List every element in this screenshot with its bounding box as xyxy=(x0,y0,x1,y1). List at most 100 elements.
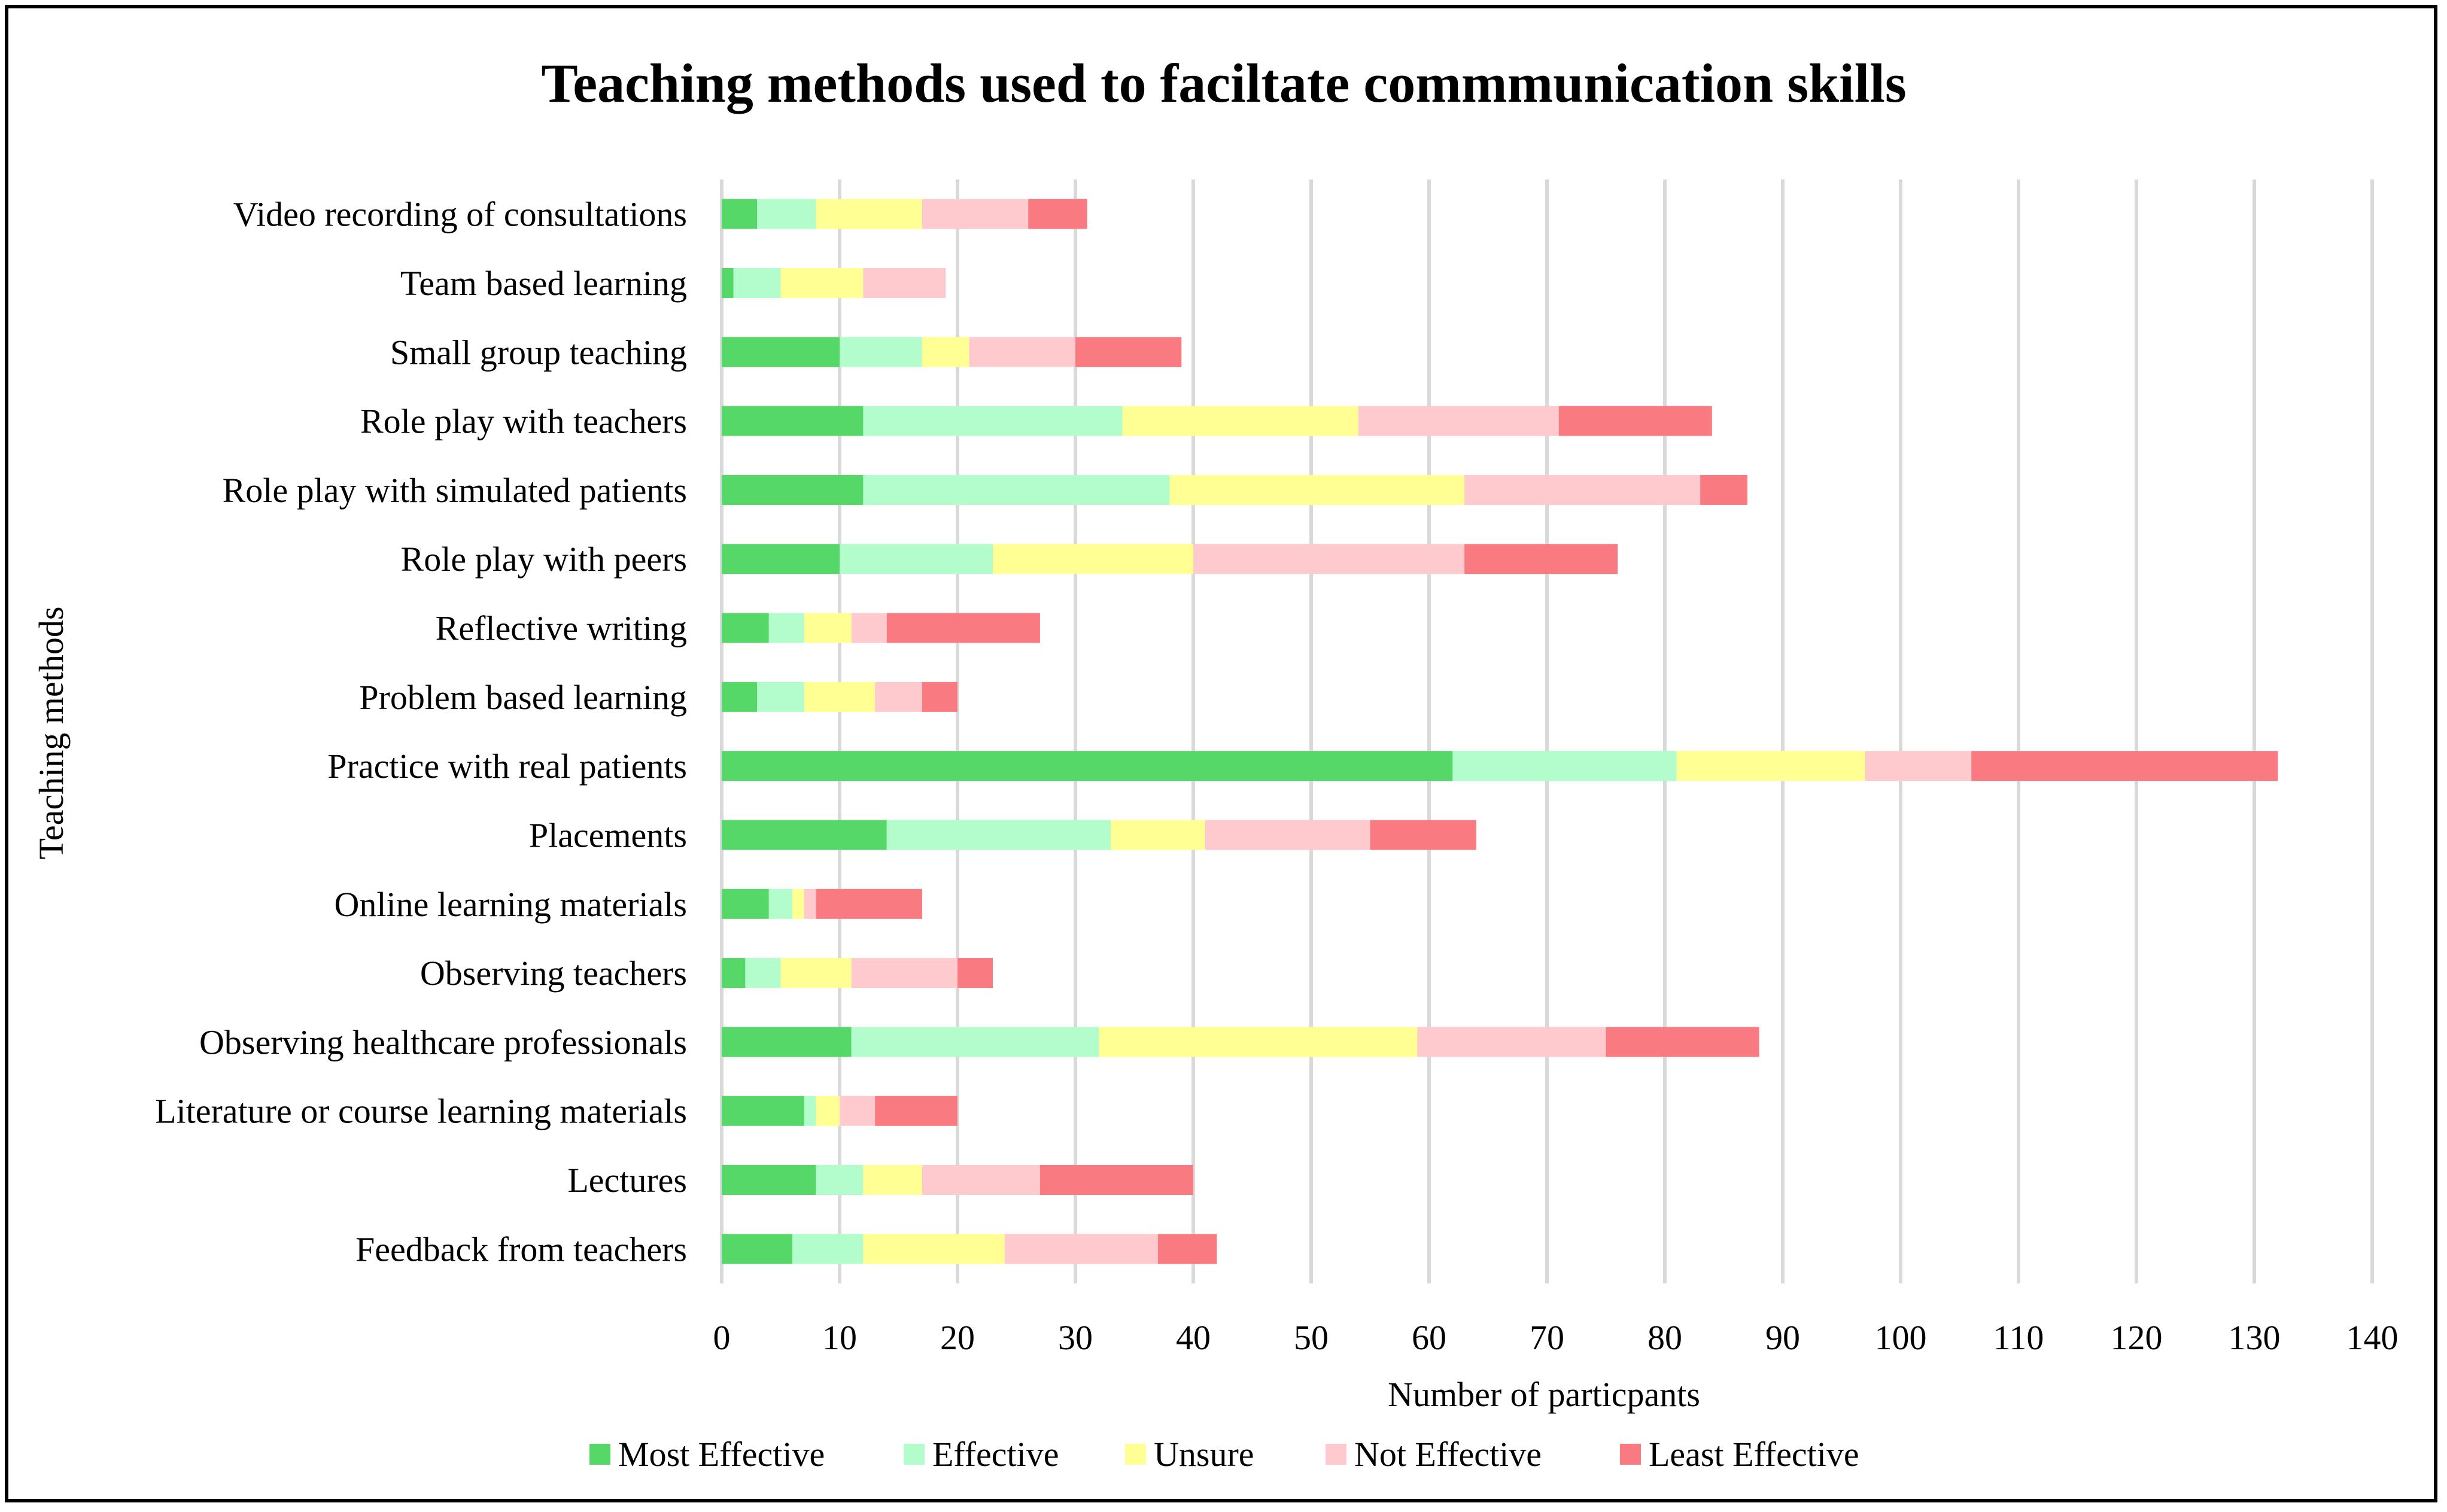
legend-swatch xyxy=(904,1444,925,1465)
bar-segment xyxy=(922,337,969,367)
legend-swatch xyxy=(1620,1444,1641,1465)
bar-segment xyxy=(722,199,758,229)
bar-segment xyxy=(875,682,922,712)
bar-segment xyxy=(804,613,852,643)
category-label: Literature or course learning materials xyxy=(155,1092,687,1131)
bar-segment xyxy=(863,1234,1005,1264)
category-label: Lectures xyxy=(567,1161,687,1200)
x-tick-label: 140 xyxy=(2346,1318,2399,1357)
x-tick-label: 90 xyxy=(1765,1318,1800,1357)
category-label: Role play with peers xyxy=(401,540,687,579)
x-tick-label: 40 xyxy=(1176,1318,1211,1357)
bar-segment xyxy=(863,1165,922,1195)
bar-segment xyxy=(886,820,1111,850)
bar-segment xyxy=(745,958,781,988)
bar-segment xyxy=(1464,474,1701,505)
bar-segment xyxy=(722,474,864,505)
category-label: Problem based learning xyxy=(359,678,687,717)
bar-segment xyxy=(851,958,957,988)
x-tick-label: 100 xyxy=(1875,1318,1927,1357)
x-tick-label: 30 xyxy=(1058,1318,1093,1357)
bar-segment xyxy=(957,958,993,988)
bar-segment xyxy=(863,267,946,298)
bar-segment xyxy=(922,682,957,712)
bar-segment xyxy=(722,1234,793,1264)
x-tick-label: 130 xyxy=(2229,1318,2281,1357)
legend-label: Not Effective xyxy=(1354,1435,1542,1474)
legend-label: Unsure xyxy=(1154,1435,1254,1474)
bar-segment xyxy=(757,682,804,712)
bar-segment xyxy=(722,820,887,850)
bar-segment xyxy=(1122,406,1358,436)
bar-segment xyxy=(863,474,1170,505)
bar-segment xyxy=(1700,474,1747,505)
legend-label: Most Effective xyxy=(618,1435,825,1474)
bar-segment xyxy=(804,889,816,919)
bar-segment xyxy=(768,613,804,643)
bar-segment xyxy=(993,544,1193,574)
bar-segment xyxy=(851,1027,1099,1057)
bar-segment xyxy=(1676,751,1865,781)
category-label: Role play with simulated patients xyxy=(223,471,687,510)
x-tick-label: 120 xyxy=(2111,1318,2163,1357)
bar-segment xyxy=(840,337,922,367)
bar-segment xyxy=(1464,544,1618,574)
bar-segment xyxy=(722,1027,852,1057)
x-tick-label: 70 xyxy=(1530,1318,1564,1357)
bar-segment xyxy=(722,544,840,574)
bar-segment xyxy=(1558,406,1712,436)
bar-segment xyxy=(1111,820,1205,850)
x-axis-label: Number of particpants xyxy=(1388,1375,1700,1414)
legend-swatch xyxy=(1125,1444,1146,1465)
category-label: Observing teachers xyxy=(420,954,687,993)
bar-segment xyxy=(1606,1027,1759,1057)
legend: Most Effective Effective Unsure Not Effecti… xyxy=(589,1435,1859,1474)
bar-segment xyxy=(1865,751,1972,781)
bar-segment xyxy=(1075,337,1182,367)
chart-title: Teaching methods used to faciltate commm… xyxy=(541,53,1906,114)
bar-segment xyxy=(816,889,922,919)
bar-segment xyxy=(1971,751,2278,781)
bar-segment xyxy=(1370,820,1476,850)
bar-segment xyxy=(816,1165,864,1195)
bar-segment xyxy=(722,1165,816,1195)
bar-segment xyxy=(722,682,758,712)
bar-segment xyxy=(733,267,781,298)
bar-segment xyxy=(816,1096,840,1126)
bar-segment xyxy=(1169,474,1465,505)
bar-segment xyxy=(792,889,804,919)
bar-segment xyxy=(922,199,1029,229)
bar-segment xyxy=(804,682,876,712)
bar-segment xyxy=(816,199,922,229)
bar-segment xyxy=(780,958,852,988)
x-tick-label: 50 xyxy=(1294,1318,1329,1357)
category-label: Team based learning xyxy=(400,264,687,303)
bar-segment xyxy=(768,889,793,919)
category-label: Practice with real patients xyxy=(327,747,687,786)
x-tick-label: 80 xyxy=(1647,1318,1682,1357)
bar-segment xyxy=(722,1096,804,1126)
bar-segment xyxy=(875,1096,957,1126)
bar-segment xyxy=(1039,1165,1193,1195)
legend-swatch xyxy=(1326,1444,1346,1465)
legend-label: Least Effective xyxy=(1649,1435,1859,1474)
x-tick-labels: 0 10 20 30 40 50 60 70 80 90 100 110 120 130 140 xyxy=(713,1318,2399,1357)
bar-segment xyxy=(840,544,993,574)
x-tick-label: 110 xyxy=(1993,1318,2044,1357)
bar-segment xyxy=(922,1165,1040,1195)
category-label: Placements xyxy=(529,816,687,854)
bar-segment xyxy=(792,1234,864,1264)
category-label: Online learning materials xyxy=(335,885,687,924)
category-label: Reflective writing xyxy=(436,609,687,648)
bar-segment xyxy=(1452,751,1677,781)
y-axis-label: Teaching methods xyxy=(32,607,71,860)
x-tick-label: 60 xyxy=(1412,1318,1446,1357)
category-labels: Video recording of consultations Team bas… xyxy=(155,195,687,1269)
bar-segment xyxy=(722,337,840,367)
x-tick-label: 20 xyxy=(940,1318,975,1357)
bar-segment xyxy=(1417,1027,1606,1057)
bar-segment xyxy=(722,267,734,298)
x-tick-label: 0 xyxy=(713,1318,731,1357)
bar-segment xyxy=(886,613,1040,643)
